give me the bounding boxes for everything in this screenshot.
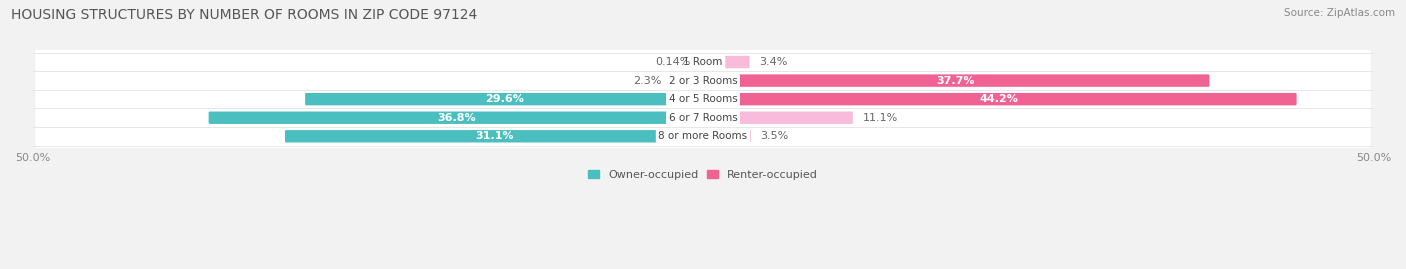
Text: 0.14%: 0.14%	[655, 57, 690, 67]
FancyBboxPatch shape	[285, 130, 704, 143]
Text: 44.2%: 44.2%	[980, 94, 1019, 104]
FancyBboxPatch shape	[35, 104, 1371, 132]
Text: 2 or 3 Rooms: 2 or 3 Rooms	[669, 76, 737, 86]
Text: 1 Room: 1 Room	[683, 57, 723, 67]
Text: 3.4%: 3.4%	[759, 57, 787, 67]
FancyBboxPatch shape	[35, 66, 1371, 95]
FancyBboxPatch shape	[702, 112, 853, 124]
FancyBboxPatch shape	[702, 130, 751, 143]
Text: 31.1%: 31.1%	[475, 131, 513, 141]
Text: 11.1%: 11.1%	[862, 113, 898, 123]
FancyBboxPatch shape	[702, 56, 749, 68]
Text: 2.3%: 2.3%	[633, 76, 661, 86]
FancyBboxPatch shape	[702, 57, 703, 67]
FancyBboxPatch shape	[35, 122, 1371, 150]
FancyBboxPatch shape	[671, 75, 704, 87]
Text: 37.7%: 37.7%	[936, 76, 974, 86]
FancyBboxPatch shape	[702, 93, 1296, 105]
Text: 4 or 5 Rooms: 4 or 5 Rooms	[669, 94, 737, 104]
FancyBboxPatch shape	[305, 93, 704, 105]
Legend: Owner-occupied, Renter-occupied: Owner-occupied, Renter-occupied	[583, 165, 823, 184]
FancyBboxPatch shape	[208, 112, 704, 124]
Text: HOUSING STRUCTURES BY NUMBER OF ROOMS IN ZIP CODE 97124: HOUSING STRUCTURES BY NUMBER OF ROOMS IN…	[11, 8, 478, 22]
Text: 8 or more Rooms: 8 or more Rooms	[658, 131, 748, 141]
Text: 29.6%: 29.6%	[485, 94, 524, 104]
Text: 6 or 7 Rooms: 6 or 7 Rooms	[669, 113, 737, 123]
Text: 3.5%: 3.5%	[761, 131, 789, 141]
Text: Source: ZipAtlas.com: Source: ZipAtlas.com	[1284, 8, 1395, 18]
FancyBboxPatch shape	[702, 75, 1209, 87]
Text: 36.8%: 36.8%	[437, 113, 475, 123]
FancyBboxPatch shape	[35, 48, 1371, 76]
FancyBboxPatch shape	[35, 85, 1371, 113]
